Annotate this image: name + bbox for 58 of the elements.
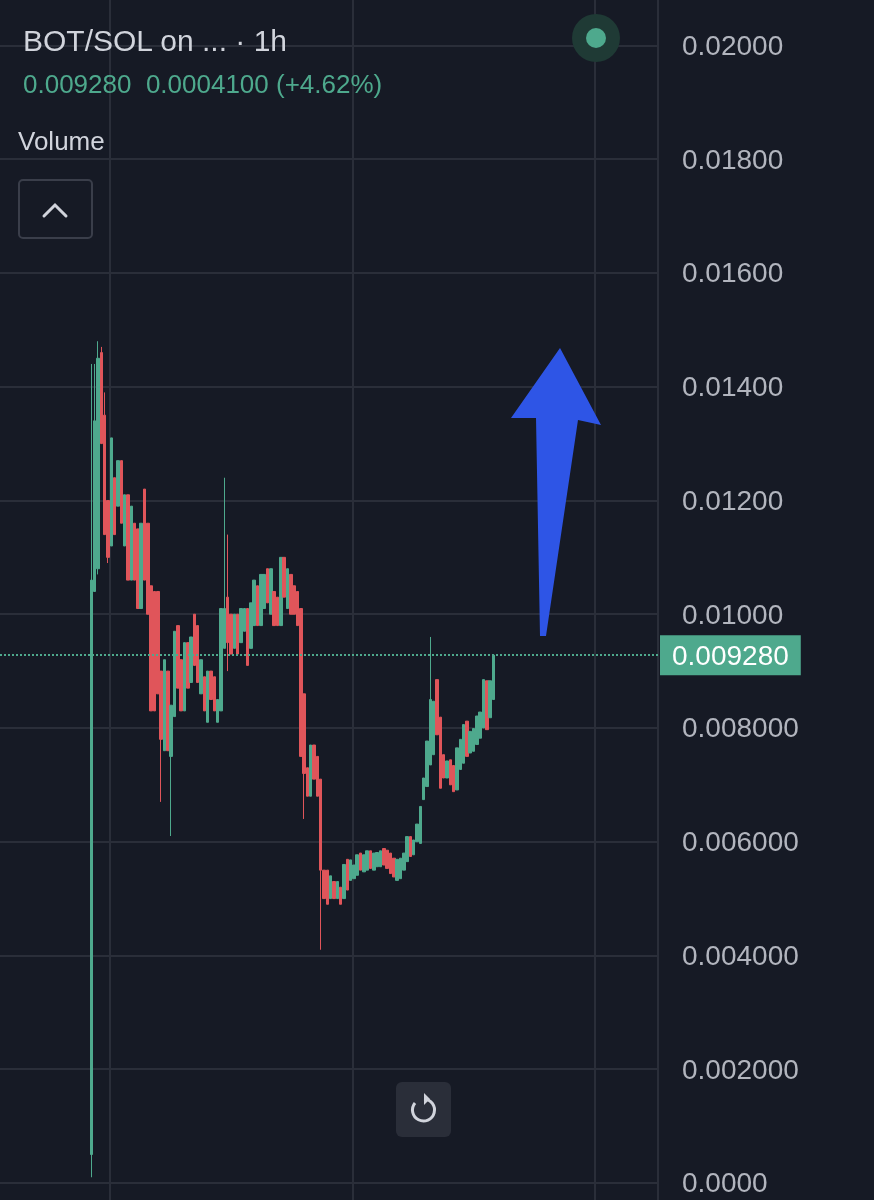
y-tick-label: 0.01000 xyxy=(682,598,784,630)
candlestick xyxy=(116,460,120,507)
candlestick xyxy=(266,568,269,604)
y-tick-label: 0.01400 xyxy=(682,371,784,403)
candlestick xyxy=(329,875,332,900)
candlestick xyxy=(445,760,449,779)
candlestick xyxy=(389,852,392,875)
candlestick xyxy=(359,852,362,871)
y-tick-label: 0.01800 xyxy=(682,143,784,175)
y-tick-label: 0.006000 xyxy=(682,826,799,858)
candlestick xyxy=(282,556,286,598)
y-tick-label: 0.008000 xyxy=(682,712,799,744)
candlestick xyxy=(239,608,243,644)
candlestick xyxy=(409,836,412,857)
y-tick-label: 0.01600 xyxy=(682,257,784,289)
candlestick xyxy=(419,805,422,844)
candlestick xyxy=(379,850,382,868)
candlestick xyxy=(113,477,116,536)
y-tick-label: 0.0000 xyxy=(682,1167,768,1199)
y-tick-label: 0.02000 xyxy=(682,30,784,61)
candlestick xyxy=(236,613,239,655)
candlestick xyxy=(326,869,329,905)
candlestick xyxy=(120,460,123,524)
candlestick xyxy=(110,437,113,547)
candlestick xyxy=(256,585,259,627)
candlestick xyxy=(336,881,339,900)
ref-line-label: 0.009280 xyxy=(672,639,789,671)
text: 0.009280 0.0004100 (+4.62%) xyxy=(23,69,383,99)
candlestick xyxy=(395,858,399,881)
text: BOT/SOL on ... · 1h xyxy=(23,23,287,57)
candlestick xyxy=(365,850,369,871)
candlestick xyxy=(123,494,126,547)
candlestick xyxy=(126,494,130,581)
candlestick xyxy=(349,859,352,881)
y-tick-label: 0.01200 xyxy=(682,484,784,516)
candlestick xyxy=(468,730,472,754)
candlestick xyxy=(246,608,249,666)
candlestick xyxy=(286,568,289,610)
candlestick xyxy=(199,659,203,695)
candlestick xyxy=(339,886,342,905)
candlestick xyxy=(272,590,276,627)
candlestick xyxy=(139,522,143,610)
candlestick xyxy=(206,670,209,723)
y-tick-label: 0.002000 xyxy=(682,1053,799,1085)
candlestick xyxy=(309,744,312,797)
candlestick xyxy=(346,858,349,891)
y-tick-label: 0.004000 xyxy=(682,939,799,971)
candlestick xyxy=(163,659,166,752)
candlestick xyxy=(369,850,372,869)
candlestick xyxy=(355,854,359,876)
candlestick xyxy=(203,676,206,712)
candlestick xyxy=(233,613,236,649)
candlestick xyxy=(130,505,133,581)
annotation: Volume xyxy=(18,126,105,156)
candlestick xyxy=(226,534,229,672)
candlestick xyxy=(332,881,336,900)
candlestick xyxy=(375,852,379,868)
candlestick xyxy=(342,863,346,900)
